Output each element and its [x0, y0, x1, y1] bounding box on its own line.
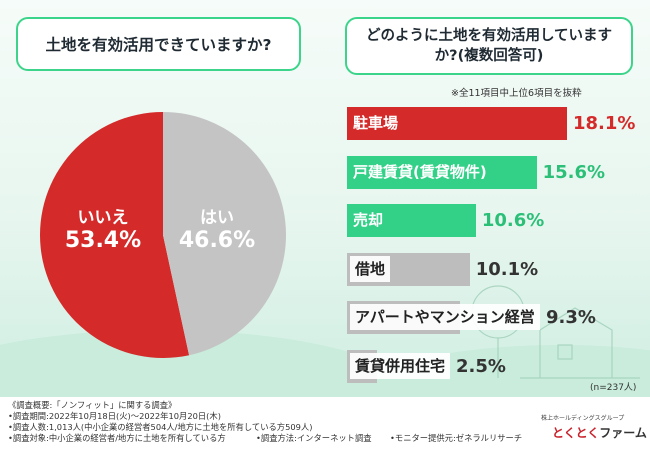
survey-provider: •モニター提供元:ゼネラルリサーチ: [390, 433, 523, 443]
bar-category-label: 戸建賃貸(賃貸物件): [353, 162, 487, 181]
pie-label-yes-name: はい: [200, 208, 234, 228]
bar-value-label: 18.1%: [573, 113, 636, 134]
bar-value-label: 2.5%: [456, 355, 506, 377]
bar: [347, 204, 476, 237]
left-question-box: 土地を有効活用できていますか?: [16, 17, 301, 71]
right-question-text: どのように土地を有効活用していますか?(複数回答可): [365, 28, 613, 64]
bar-value-label: 10.6%: [481, 210, 545, 231]
bar: [347, 107, 567, 140]
brand-logo: とくとくファーム: [552, 424, 647, 441]
subset-note: ※全11項目中上位6項目を抜粋: [451, 88, 582, 99]
pie-label-yes: はい 46.6%: [172, 203, 262, 253]
footer: 《調査概要:「ノンフィット」に関する調査》 •調査期間:2022年10月18日(…: [0, 397, 650, 450]
brand-name-dark: ファーム: [599, 426, 647, 440]
pie-slice-no: [39, 112, 190, 359]
brand-name-red: とくとく: [552, 426, 600, 440]
pie-label-no: いいえ 53.4%: [58, 203, 148, 253]
left-question-text: 土地を有効活用できていますか?: [45, 36, 272, 54]
pie-label-no-value: 53.4%: [64, 228, 142, 253]
survey-heading: 《調査概要:「ノンフィット」に関する調査》: [8, 400, 177, 410]
survey-target: •調査対象:中小企業の経営者/地方に土地を所有している方: [8, 433, 226, 443]
bar-value-label: 15.6%: [542, 161, 606, 183]
background-decoration: [0, 285, 650, 397]
bar-category-label: 売却: [353, 211, 384, 229]
bar: [347, 155, 537, 189]
pie-label-no-name: いいえ: [77, 208, 129, 228]
survey-method: •調査方法:インターネット調査: [256, 433, 372, 443]
bar-value-label: 9.3%: [546, 307, 596, 328]
pie-chart: [39, 112, 286, 359]
bar-category-label: 駐車場: [353, 114, 399, 132]
pie-slice-yes: [163, 112, 286, 356]
brand-group-name: 株上ホールディングスグループ: [541, 415, 625, 422]
survey-people: •調査人数:1,013人(中小企業の経営者504人/地方に土地を所有している方5…: [8, 422, 313, 432]
bar-category-label: 借地: [350, 255, 391, 282]
sample-size-note: (n=237人): [590, 383, 637, 393]
bar-value-label: 10.1%: [475, 258, 539, 280]
bar-category-label: 賃貸併用住宅: [350, 352, 451, 379]
survey-period: •調査期間:2022年10月18日(火)〜2022年10月20日(木): [8, 411, 221, 421]
bar-category-label: アパートやマンション経営: [350, 304, 540, 330]
pie-label-yes-value: 46.6%: [178, 228, 256, 253]
right-question-box: どのように土地を有効活用していますか?(複数回答可): [345, 17, 633, 75]
